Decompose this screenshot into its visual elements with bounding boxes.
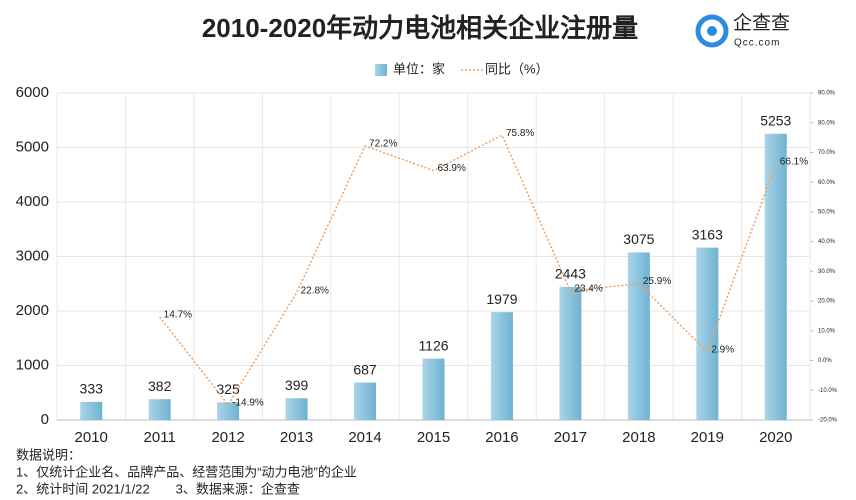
bar [559, 286, 582, 420]
note: 数据说明： [16, 447, 81, 462]
x-tick-label: 2011 [144, 429, 176, 446]
line-value-label: -14.9% [232, 397, 264, 408]
bar [148, 399, 171, 420]
bar-value-label: 5253 [760, 112, 791, 128]
y2-tick-label: 60.0% [818, 180, 836, 186]
logo-icon-dot [707, 26, 717, 36]
bar-value-label: 1126 [418, 337, 448, 353]
y2-tick-label: 10.0% [818, 328, 836, 334]
x-tick-label: 2012 [211, 429, 244, 446]
bar [354, 382, 377, 420]
y-tick-label: 5000 [16, 138, 49, 155]
bar [490, 312, 513, 420]
bar-value-label: 399 [285, 377, 309, 393]
y-tick-label: 6000 [16, 84, 49, 101]
x-tick-label: 2010 [75, 429, 108, 446]
note: 2、统计时间 2021/1/22 3、数据来源：企查查 [16, 481, 300, 496]
legend-swatch [375, 64, 387, 76]
line-value-label: 66.1% [780, 157, 808, 168]
y2-tick-label: 70.0% [818, 150, 836, 156]
bar-value-label: 333 [80, 381, 104, 397]
line [159, 134, 777, 407]
line-value-label: 75.8% [506, 128, 534, 139]
y2-tick-label: 50.0% [818, 209, 836, 215]
logo-domain: Qcc.com [734, 38, 780, 49]
x-tick-label: 2017 [554, 429, 587, 446]
line-value-label: 14.7% [164, 309, 192, 320]
line-value-label: 25.9% [643, 276, 671, 287]
logo: 企查查 Qcc.com [695, 12, 790, 49]
y-tick-label: 1000 [16, 356, 49, 373]
bar-value-label: 325 [216, 381, 240, 397]
bar-value-label: 687 [353, 361, 377, 377]
line-value-label: 2.9% [711, 345, 734, 356]
y2-tick-label: -10.0% [818, 388, 838, 394]
x-tick-label: 2013 [280, 429, 313, 446]
bar-value-label: 382 [148, 378, 172, 394]
y2-tick-label: 0.0% [818, 358, 832, 364]
x-tick-label: 2016 [485, 429, 518, 446]
legend-label: 同比（%） [485, 61, 549, 76]
line-value-label: 23.4% [574, 284, 602, 295]
x-tick-label: 2018 [622, 429, 655, 446]
y2-tick-label: -20.0% [818, 418, 838, 424]
bar-value-label: 1979 [486, 291, 517, 307]
note: 1、仅统计企业名、品牌产品、经营范围为“动力电池”的企业 [16, 464, 357, 479]
y-tick-label: 3000 [16, 247, 49, 264]
y-tick-label: 4000 [16, 193, 49, 210]
x-tick-label: 2014 [348, 429, 381, 446]
bar [80, 401, 103, 420]
bar [696, 247, 719, 420]
legend-label: 单位：家 [393, 61, 445, 76]
y2-tick-label: 20.0% [818, 299, 836, 305]
x-tick-label: 2020 [759, 429, 792, 446]
bar-value-label: 3163 [692, 226, 723, 242]
bar-value-label: 3075 [623, 231, 654, 247]
x-tick-label: 2015 [417, 429, 450, 446]
bar-value-label: 2443 [555, 266, 586, 282]
y2-tick-label: 90.0% [818, 91, 836, 97]
y-tick-label: 2000 [16, 302, 49, 319]
logo-name: 企查查 [733, 12, 790, 34]
line-value-label: 72.2% [369, 139, 397, 150]
chart-title: 2010-2020年动力电池相关企业注册量 [202, 13, 638, 43]
y2-tick-label: 80.0% [818, 120, 836, 126]
line-value-label: 63.9% [438, 163, 466, 174]
y2-tick-label: 30.0% [818, 269, 836, 275]
line-value-label: 22.8% [301, 285, 329, 296]
y-tick-label: 0 [41, 411, 49, 428]
bar [627, 252, 650, 420]
y2-tick-label: 40.0% [818, 239, 836, 245]
bar [422, 358, 445, 420]
logo-icon [695, 14, 729, 48]
x-tick-label: 2019 [691, 429, 724, 446]
bar [217, 402, 240, 420]
bar [764, 133, 787, 421]
bar [285, 398, 308, 420]
